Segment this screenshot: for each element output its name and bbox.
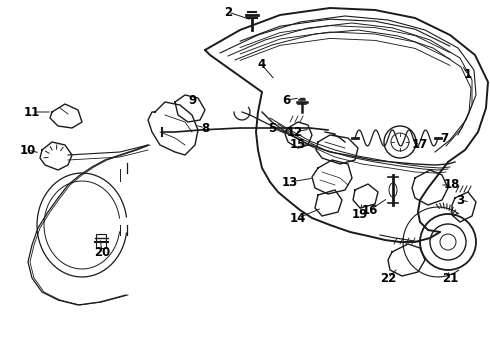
Text: 7: 7 bbox=[440, 131, 448, 144]
Text: 13: 13 bbox=[282, 175, 298, 189]
Text: 21: 21 bbox=[442, 271, 458, 284]
Text: 2: 2 bbox=[224, 5, 232, 18]
Text: 3: 3 bbox=[456, 194, 464, 207]
Text: 18: 18 bbox=[444, 179, 460, 192]
Text: 14: 14 bbox=[290, 211, 306, 225]
Text: 15: 15 bbox=[290, 139, 306, 152]
Bar bbox=[96, 234, 106, 248]
Text: 9: 9 bbox=[188, 94, 196, 107]
Text: 5: 5 bbox=[268, 122, 276, 135]
Text: 4: 4 bbox=[258, 58, 266, 72]
Text: 19: 19 bbox=[352, 208, 368, 221]
Text: 20: 20 bbox=[94, 246, 110, 258]
Text: 6: 6 bbox=[282, 94, 290, 107]
Text: 10: 10 bbox=[20, 144, 36, 157]
Text: 16: 16 bbox=[362, 203, 378, 216]
Text: 12: 12 bbox=[287, 126, 303, 139]
Text: 8: 8 bbox=[201, 122, 209, 135]
Text: 1: 1 bbox=[464, 68, 472, 81]
Text: 22: 22 bbox=[380, 271, 396, 284]
Text: 17: 17 bbox=[412, 139, 428, 152]
Text: 11: 11 bbox=[24, 105, 40, 118]
